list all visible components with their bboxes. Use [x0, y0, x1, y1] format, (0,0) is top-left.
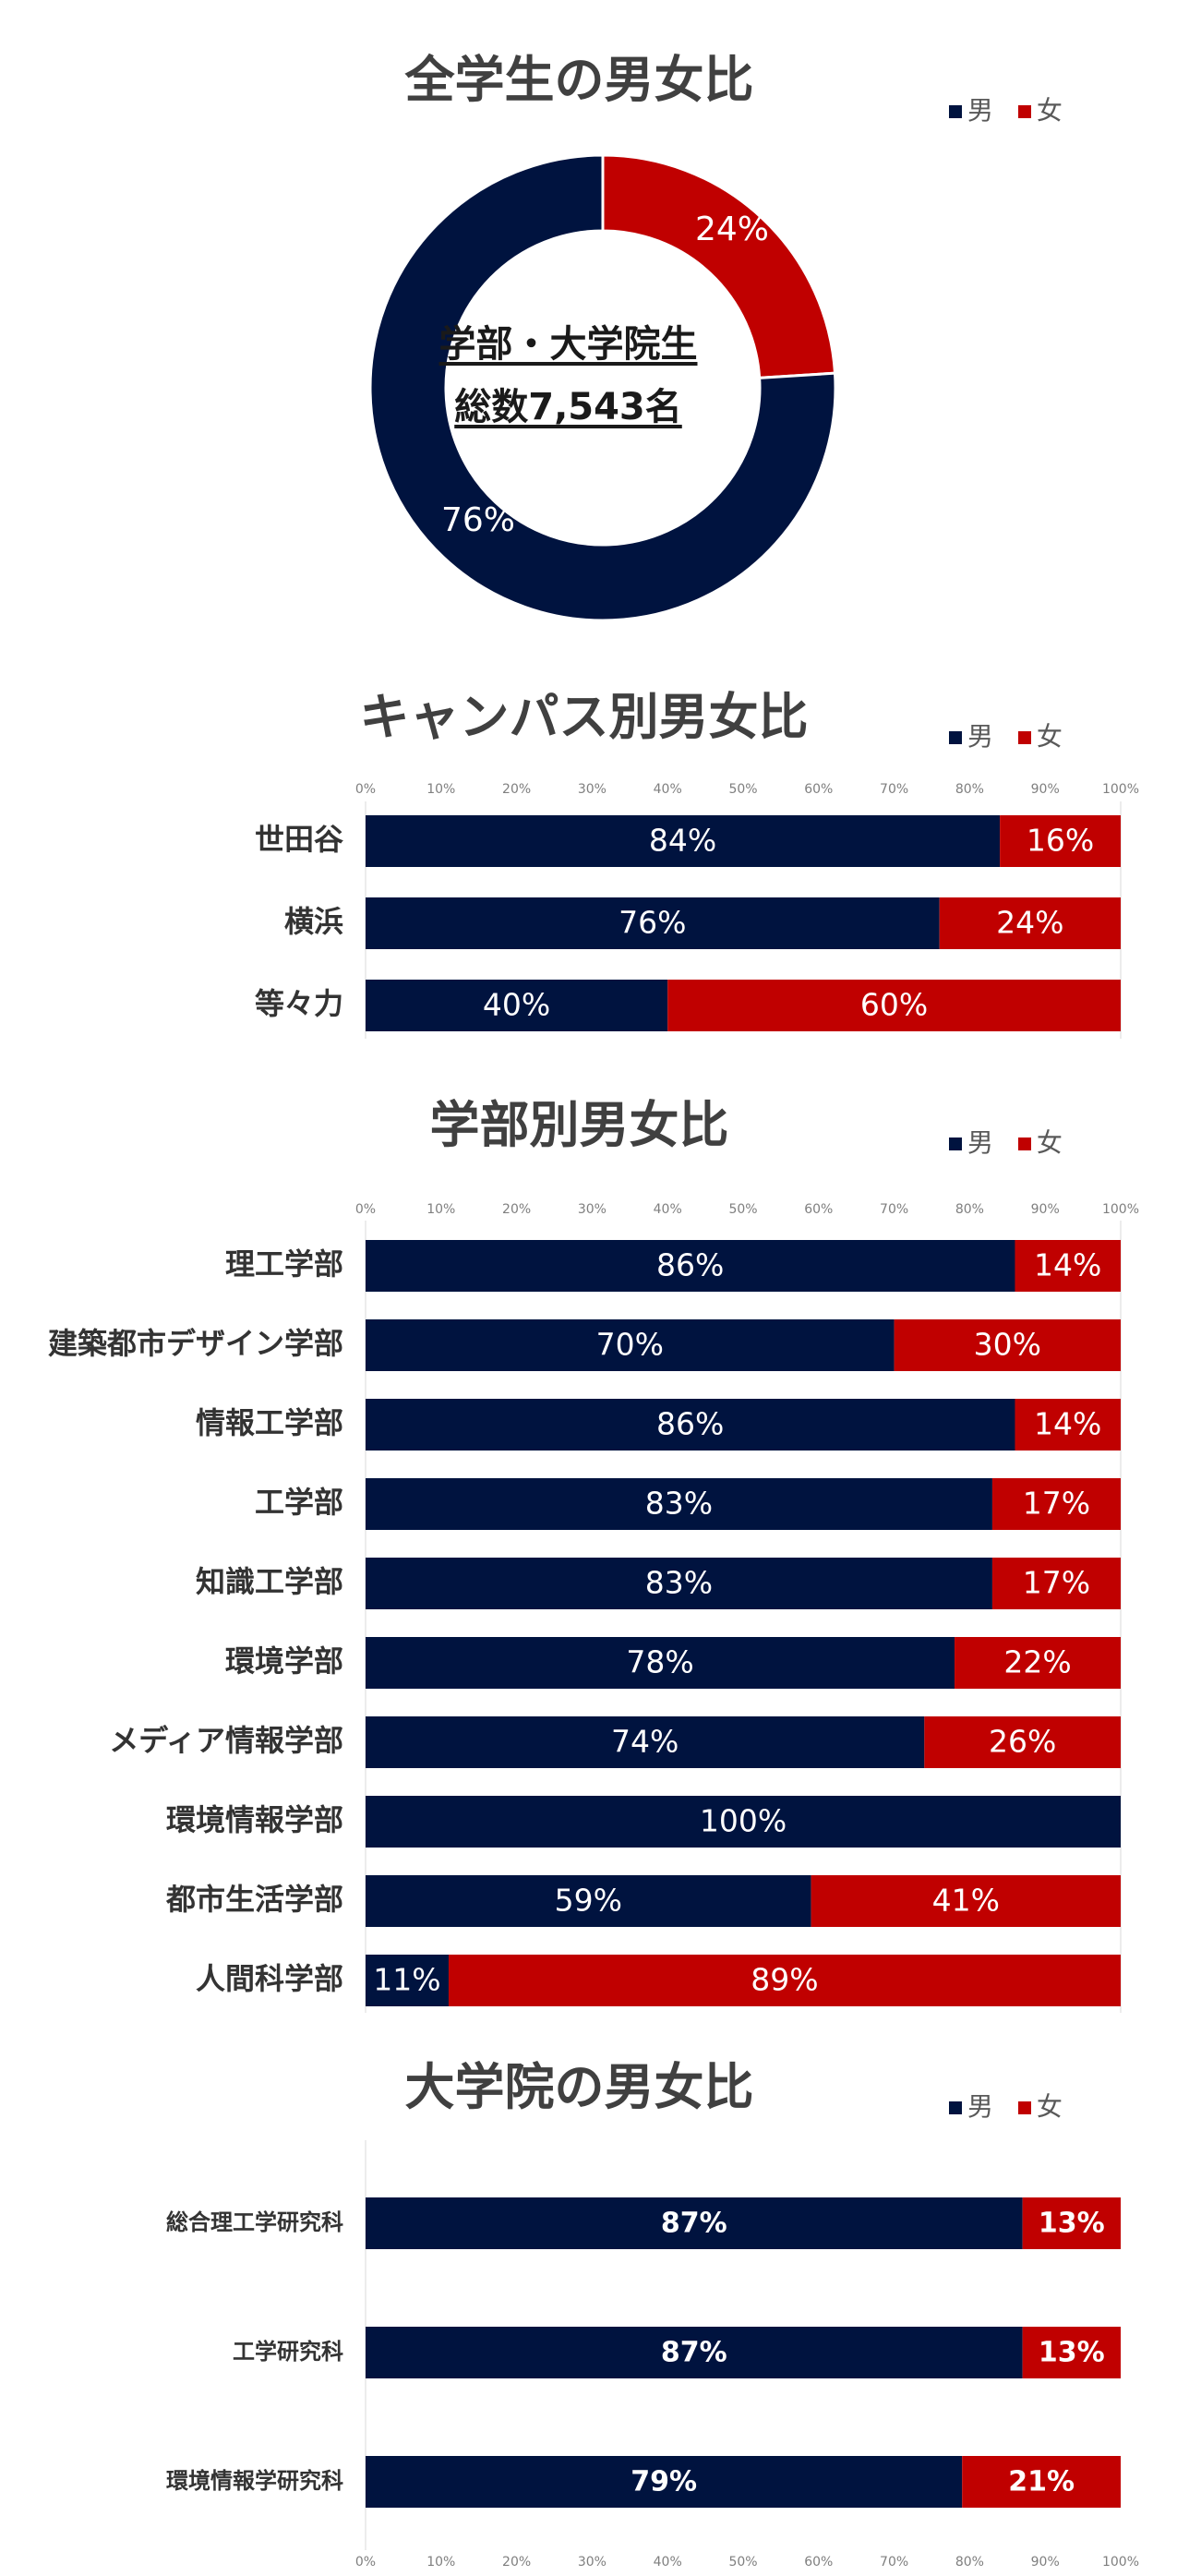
legend-female-swatch [1017, 1138, 1031, 1150]
donut-label-female: 24% [695, 211, 769, 248]
legend-female-label: 女 [1036, 2091, 1063, 2122]
overall-ratio-panel: 全学生の男女比 男 女 24% 76% 学部・大学院生 総数7,543名 [0, 0, 1177, 628]
legend-male-label: 男 [967, 1127, 994, 1158]
legend-male-swatch [949, 731, 962, 744]
legend-male: 男 [949, 716, 993, 753]
donut-slice-female [601, 153, 837, 379]
legend-male-label: 男 [967, 2091, 994, 2122]
legend-male-swatch [949, 1138, 962, 1150]
donut-center-line2: 総数7,543名 [454, 386, 682, 428]
grad-legend: 男 女 [932, 2087, 1063, 2124]
legend-female-label: 女 [1036, 1127, 1063, 1158]
legend-female: 女 [1017, 1123, 1063, 1160]
legend-male-label: 男 [967, 721, 994, 752]
legend-female: 女 [1017, 716, 1063, 753]
legend-female-label: 女 [1036, 721, 1063, 752]
legend-female: 女 [1017, 2087, 1063, 2124]
donut-chart: 24% 76% [368, 153, 837, 622]
faculty-title: 学部別男女比 [429, 1096, 729, 1154]
donut-title: 全学生の男女比 [404, 51, 754, 109]
donut-legend: 男 女 [932, 90, 1063, 127]
campus-ratio-panel: キャンパス別男女比 男 女 [0, 646, 1177, 1043]
campus-legend: 男 女 [932, 716, 1063, 753]
faculty-legend: 男 女 [932, 1123, 1063, 1160]
legend-female: 女 [1017, 90, 1063, 127]
donut-slice-male [368, 153, 837, 622]
legend-male: 男 [949, 1123, 993, 1160]
legend-male: 男 [949, 2087, 993, 2124]
legend-female-label: 女 [1036, 95, 1063, 126]
legend-female-swatch [1017, 2101, 1031, 2114]
legend-male-label: 男 [967, 95, 994, 126]
graduate-ratio-panel: 大学院の男女比 男 女 [0, 2013, 1177, 2567]
campus-title: キャンパス別男女比 [359, 688, 809, 746]
donut-center-line1: 学部・大学院生 [438, 323, 698, 366]
legend-male-swatch [949, 2101, 962, 2114]
legend-male: 男 [949, 90, 993, 127]
legend-female-swatch [1017, 731, 1031, 744]
legend-female-swatch [1017, 105, 1031, 118]
legend-male-swatch [949, 105, 962, 118]
grad-title: 大学院の男女比 [404, 2058, 754, 2116]
faculty-ratio-panel: 学部別男女比 男 女 [0, 1062, 1177, 1985]
donut-label-male: 76% [441, 501, 515, 539]
